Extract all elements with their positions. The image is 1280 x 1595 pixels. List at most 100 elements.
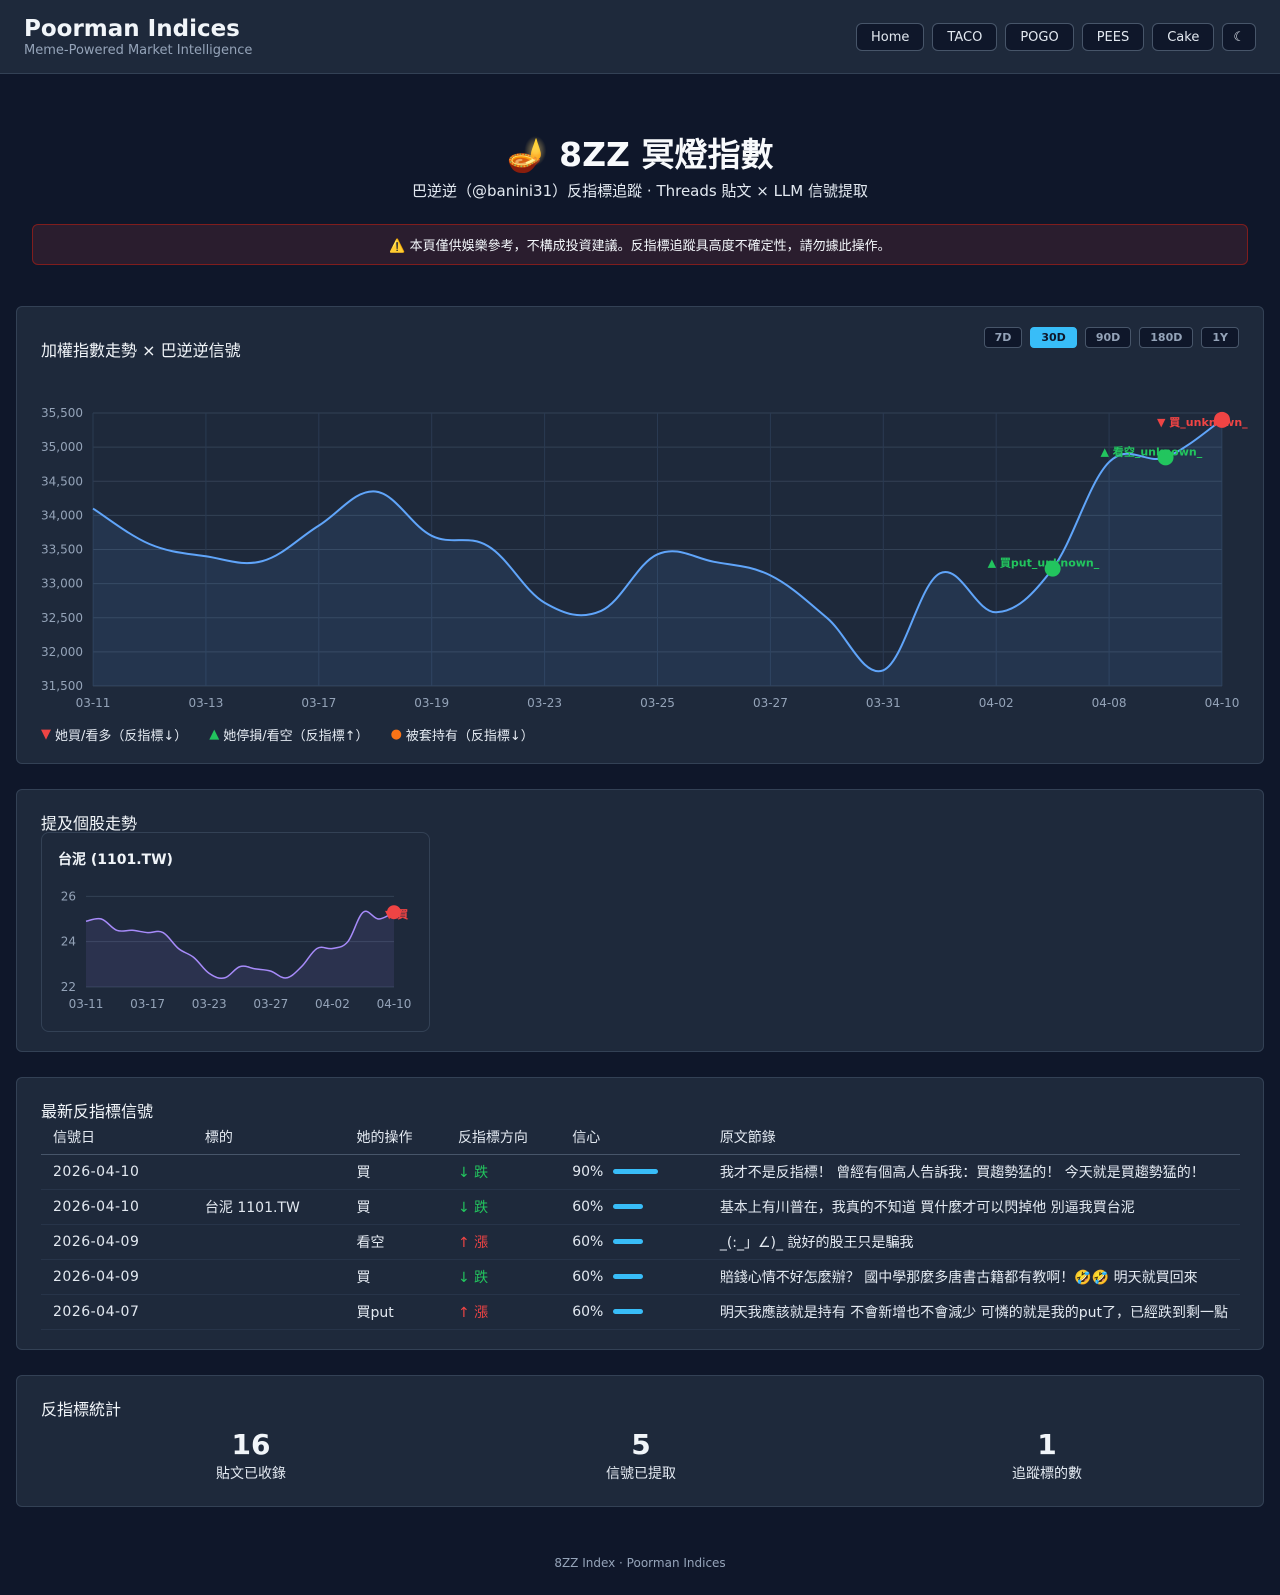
nav-taco-button[interactable]: TACO xyxy=(932,23,998,51)
x-tick-label: 03-17 xyxy=(130,997,165,1011)
cell-action: 買 xyxy=(344,1259,446,1295)
brand-tagline: Meme-Powered Market Intelligence xyxy=(24,43,253,58)
table-row[interactable]: 2026-04-07 買put ↑ 漲 60% 明天我應該就是持有 不會新增也不會減少 … xyxy=(41,1294,1240,1330)
signals-title: 最新反指標信號 xyxy=(41,1102,154,1121)
table-header-row: 信號日 標的 她的操作 反指標方向 信心 原文節錄 xyxy=(41,1120,1240,1155)
col-direction: 反指標方向 xyxy=(445,1120,561,1155)
cell-target xyxy=(192,1294,345,1330)
table-row[interactable]: 2026-04-09 買 ↓ 跌 60% 賠錢心情不好怎麼辦？ 國中學那麼多唐書古籍都有… xyxy=(41,1259,1240,1295)
stats-card: 反指標統計 16 貼文已收錄 5 信號已提取 1 追蹤標的數 xyxy=(16,1375,1264,1507)
x-tick-label: 03-17 xyxy=(301,696,336,710)
index-line-chart[interactable]: 31,500 32,000 32,500 33,000 33,500 34,000 34,5… xyxy=(17,383,1263,713)
cell-excerpt: 明天我應該就是持有 不會新增也不會減少 可憐的就是我的put了，已經跌到剩一點 xyxy=(707,1294,1240,1330)
confidence-bar xyxy=(613,1239,644,1244)
footer: 8ZZ Index · Poorman Indices xyxy=(554,1556,726,1570)
x-tick-label: 04-02 xyxy=(315,997,350,1011)
moon-icon: ☾ xyxy=(1233,29,1245,45)
cell-direction: ↑ 漲 xyxy=(445,1224,561,1260)
range-selector: 7D 30D 90D 180D 1Y xyxy=(983,327,1239,348)
signal-label: ▼ 買_unknown_ xyxy=(1157,416,1248,429)
nav-cake-button[interactable]: Cake xyxy=(1152,23,1215,51)
x-tick-label: 04-10 xyxy=(1205,696,1240,710)
confidence-value: 60% xyxy=(572,1303,604,1320)
stat-targets-value: 1 xyxy=(1037,1428,1057,1461)
x-tick-label: 04-02 xyxy=(979,696,1014,710)
cell-action: 買 xyxy=(344,1154,446,1190)
confidence-value: 90% xyxy=(572,1163,604,1180)
cell-confidence: 60% xyxy=(560,1224,708,1260)
stat-signals: 5 信號已提取 xyxy=(491,1428,791,1483)
x-tick-label: 03-19 xyxy=(414,696,449,710)
page-subtitle: 巴逆逆（@banini31）反指標追蹤 · Threads 貼文 × LLM 信… xyxy=(411,182,868,200)
range-1y-button[interactable]: 1Y xyxy=(1201,327,1239,348)
cell-confidence: 60% xyxy=(560,1189,708,1225)
x-tick-label: 03-27 xyxy=(753,696,788,710)
brand-title[interactable]: Poorman Indices xyxy=(24,16,240,42)
confidence-bar xyxy=(613,1204,644,1209)
cell-excerpt: 我才不是反指標！ 曾經有個高人告訴我：買趨勢猛的！ 今天就是買趨勢猛的！ xyxy=(707,1154,1240,1190)
cell-date: 2026-04-10 xyxy=(41,1154,193,1190)
cell-target xyxy=(192,1259,345,1295)
index-chart-card: 加權指數走勢 × 巴逆逆信號 7D 30D 90D 180D 1Y 31,500… xyxy=(16,306,1264,764)
series-area xyxy=(86,911,394,987)
x-tick-label: 03-31 xyxy=(866,696,901,710)
y-tick-label: 34,500 xyxy=(41,474,83,488)
cell-target: 台泥 1101.TW xyxy=(192,1189,345,1225)
x-tick-label: 04-08 xyxy=(1092,696,1127,710)
range-180d-button[interactable]: 180D xyxy=(1139,327,1194,348)
cell-direction: ↓ 跌 xyxy=(445,1154,561,1190)
cell-date: 2026-04-09 xyxy=(41,1224,193,1260)
red-down-triangle-icon: ▼ xyxy=(41,727,51,742)
cell-direction: ↑ 漲 xyxy=(445,1294,561,1330)
nav-pogo-button[interactable]: POGO xyxy=(1005,23,1074,51)
range-30d-button[interactable]: 30D xyxy=(1030,327,1077,348)
nav-pees-button[interactable]: PEES xyxy=(1081,23,1145,51)
table-row[interactable]: 2026-04-10 買 ↓ 跌 90% 我才不是反指標！ 曾經有個高人告訴我：買趨勢猛… xyxy=(41,1154,1240,1190)
col-confidence: 信心 xyxy=(560,1120,708,1155)
stock-title: 台泥 (1101.TW) xyxy=(58,852,173,868)
stat-signals-value: 5 xyxy=(631,1428,651,1461)
nav-home-button[interactable]: Home xyxy=(856,23,925,51)
x-tick-label: 03-23 xyxy=(527,696,562,710)
y-tick-label: 33,500 xyxy=(41,543,83,557)
stock-line-chart[interactable]: 22 24 26 03-11 03-17 03-23 03-27 04-02 04-10 ▼ 買 xyxy=(42,877,429,1027)
top-bar: Poorman Indices Meme-Powered Market Inte… xyxy=(0,0,1280,74)
y-tick-label: 35,500 xyxy=(41,406,83,420)
col-action: 她的操作 xyxy=(344,1120,446,1155)
stat-posts: 16 貼文已收錄 xyxy=(101,1428,401,1483)
legend-stop: ▲ 她停損/看空（反指標↑） xyxy=(209,727,369,744)
cell-direction: ↓ 跌 xyxy=(445,1259,561,1295)
stop-signal-marker xyxy=(1157,449,1174,466)
y-tick-label: 26 xyxy=(61,889,76,903)
table-row[interactable]: 2026-04-09 看空 ↑ 漲 60% _(:_」∠)_ 說好的股王只是騙我 xyxy=(41,1224,1240,1260)
x-tick-label: 03-11 xyxy=(69,997,104,1011)
cell-direction: ↓ 跌 xyxy=(445,1189,561,1225)
table-row[interactable]: 2026-04-10 台泥 1101.TW 買 ↓ 跌 60% 基本上有川普在，我真的不知… xyxy=(41,1189,1240,1225)
signals-card: 最新反指標信號 信號日 標的 她的操作 反指標方向 信心 原文節錄 2026-0… xyxy=(16,1077,1264,1350)
y-tick-label: 32,000 xyxy=(41,645,83,659)
cell-date: 2026-04-10 xyxy=(41,1189,193,1225)
confidence-value: 60% xyxy=(572,1268,604,1285)
legend-hold: ● 被套持有（反指標↓） xyxy=(390,727,534,744)
col-excerpt: 原文節錄 xyxy=(707,1120,1240,1155)
cell-date: 2026-04-09 xyxy=(41,1259,193,1295)
cell-action: 買put xyxy=(344,1294,446,1330)
stat-targets-label: 追蹤標的數 xyxy=(1012,1466,1082,1482)
nav-menu: Home TACO POGO PEES Cake ☾ xyxy=(856,23,1256,51)
confidence-bar xyxy=(613,1309,644,1314)
y-tick-label: 24 xyxy=(61,935,76,949)
range-90d-button[interactable]: 90D xyxy=(1084,327,1132,348)
stat-signals-label: 信號已提取 xyxy=(606,1466,676,1482)
index-chart-title: 加權指數走勢 × 巴逆逆信號 xyxy=(41,341,241,360)
oil-lamp-icon: 🪔 xyxy=(506,135,548,174)
x-tick-label: 03-13 xyxy=(188,696,223,710)
range-7d-button[interactable]: 7D xyxy=(983,327,1023,348)
cell-excerpt: 賠錢心情不好怎麼辦？ 國中學那麼多唐書古籍都有教啊！🤣🤣 明天就買回來 xyxy=(707,1259,1240,1295)
buy-signal-marker xyxy=(387,905,401,920)
stat-posts-label: 貼文已收錄 xyxy=(216,1466,286,1482)
cell-action: 看空 xyxy=(344,1224,446,1260)
cell-target xyxy=(192,1224,345,1260)
confidence-value: 60% xyxy=(572,1198,604,1215)
theme-toggle-button[interactable]: ☾ xyxy=(1222,23,1256,51)
disclaimer-banner: ⚠️ 本頁僅供娛樂參考，不構成投資建議。反指標追蹤具高度不確定性，請勿據此操作。 xyxy=(32,224,1248,265)
